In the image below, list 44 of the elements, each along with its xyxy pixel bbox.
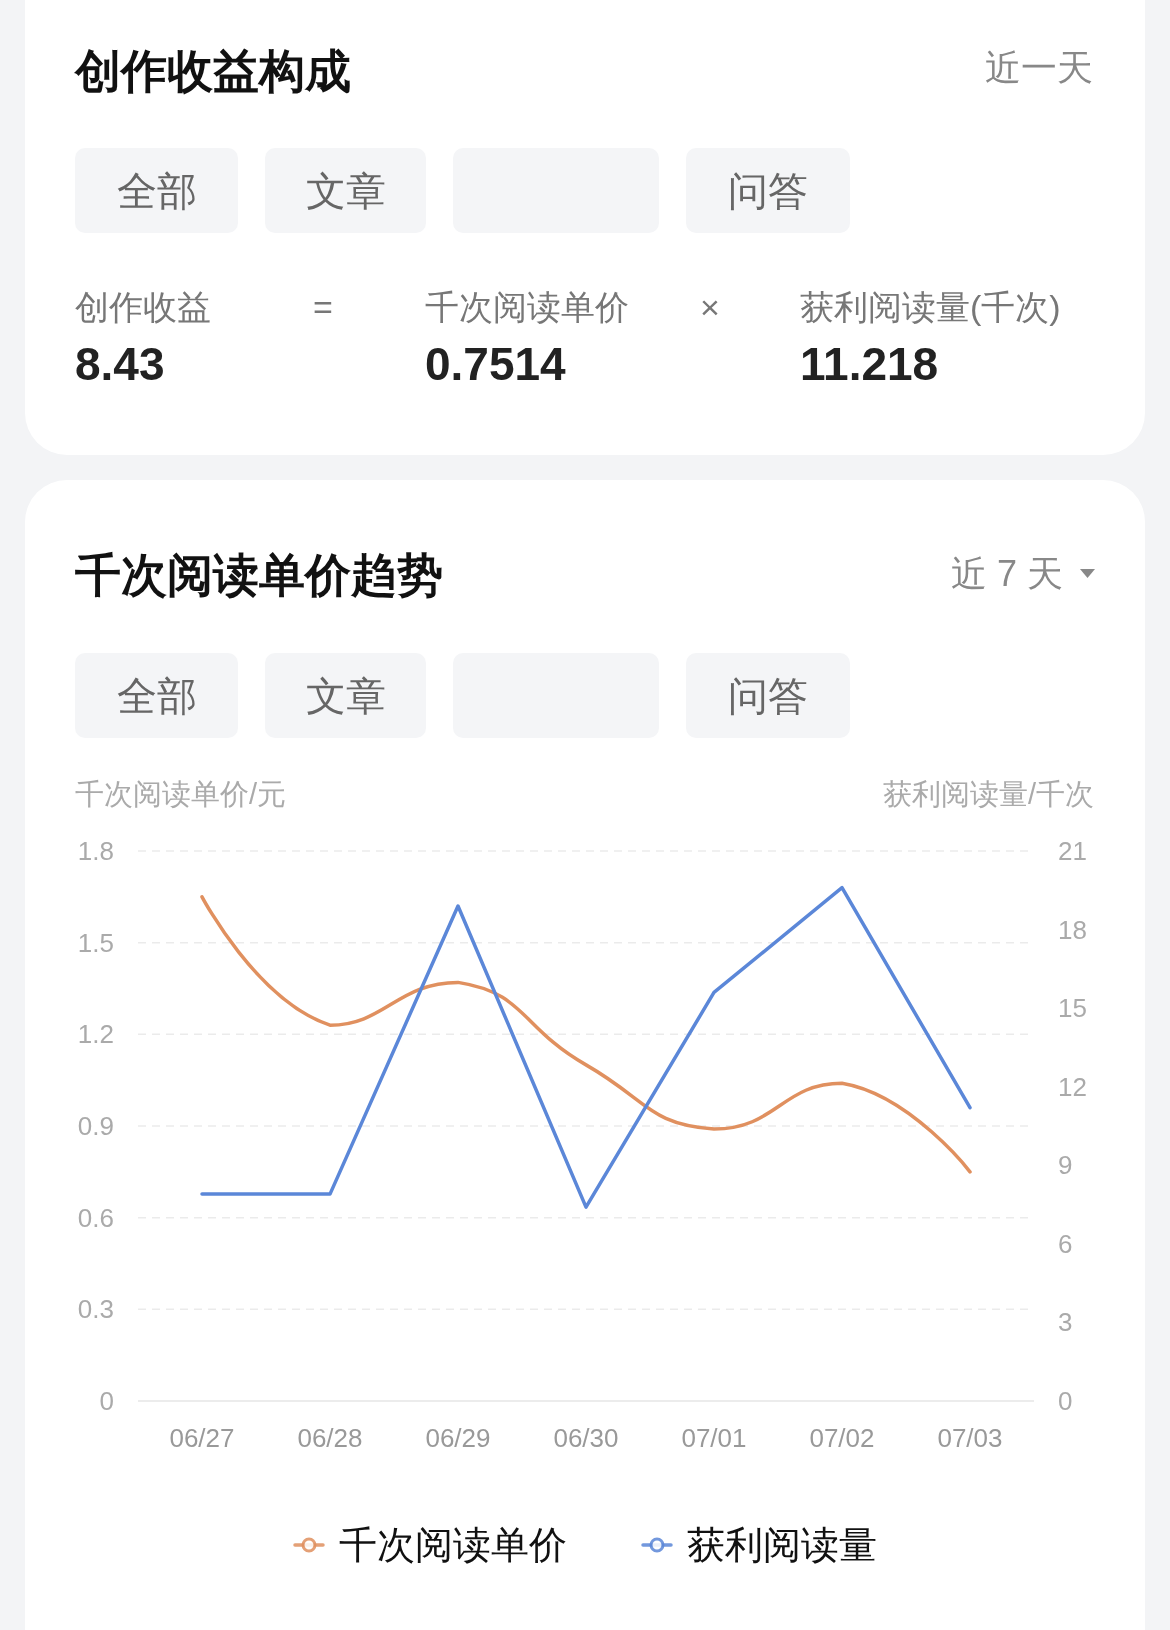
text: ×: [700, 288, 720, 326]
text: 11.218: [800, 338, 939, 390]
y2-axis-title: 获利阅读量/千次: [882, 778, 1094, 810]
text: 近 7 天: [950, 552, 1063, 594]
tab: 文章: [265, 148, 426, 233]
y2-tick-label: 9: [1058, 1150, 1073, 1181]
legend-label: 千次阅读单价: [339, 1524, 567, 1566]
y2-tick-label: 18: [1058, 914, 1087, 945]
legend-label: 获利阅读量: [687, 1524, 877, 1566]
x-tick-label: 07/01: [681, 1423, 747, 1453]
text: 创作收益: [75, 288, 211, 326]
tab: 问答: [686, 653, 850, 738]
tab: 问答: [686, 148, 850, 233]
tab: 全部: [75, 148, 238, 233]
text: 创作收益构成: [73, 45, 351, 97]
y-tick-label: 1.5: [77, 927, 114, 958]
x-tick-label: 06/27: [169, 1423, 235, 1453]
y-tick-label: 0.3: [77, 1294, 114, 1325]
y-tick-label: 0.9: [77, 1111, 114, 1141]
y2-tick-label: 15: [1058, 993, 1087, 1024]
text: 8.43: [75, 338, 165, 390]
y-tick-label: 1.8: [77, 836, 114, 866]
y-tick-label: 0: [99, 1386, 114, 1416]
y-axis-title: 千次阅读单价/元: [75, 778, 287, 810]
x-tick-label: 07/02: [809, 1423, 875, 1453]
text: 获利阅读量(千次): [800, 288, 1061, 326]
text: 千次阅读单价: [425, 288, 629, 326]
text: 近一天: [985, 46, 1093, 88]
x-tick-label: 07/03: [937, 1423, 1003, 1453]
text: 0.7514: [425, 338, 567, 390]
text: =: [313, 288, 333, 326]
x-tick-label: 06/30: [553, 1423, 619, 1453]
y-tick-label: 0.6: [77, 1202, 114, 1233]
y2-tick-label: 3: [1058, 1307, 1073, 1338]
x-tick-label: 06/28: [297, 1423, 363, 1453]
y2-tick-label: 6: [1058, 1228, 1073, 1259]
x-tick-label: 06/29: [425, 1423, 491, 1453]
y-tick-label: 1.2: [77, 1019, 114, 1050]
tab: 文章: [265, 653, 426, 738]
tab: 全部: [75, 653, 238, 738]
y2-tick-label: 12: [1058, 1071, 1087, 1102]
y2-tick-label: 0: [1058, 1386, 1073, 1416]
chart-title: 千次阅读单价趋势: [75, 549, 443, 601]
y2-tick-label: 21: [1058, 836, 1087, 866]
